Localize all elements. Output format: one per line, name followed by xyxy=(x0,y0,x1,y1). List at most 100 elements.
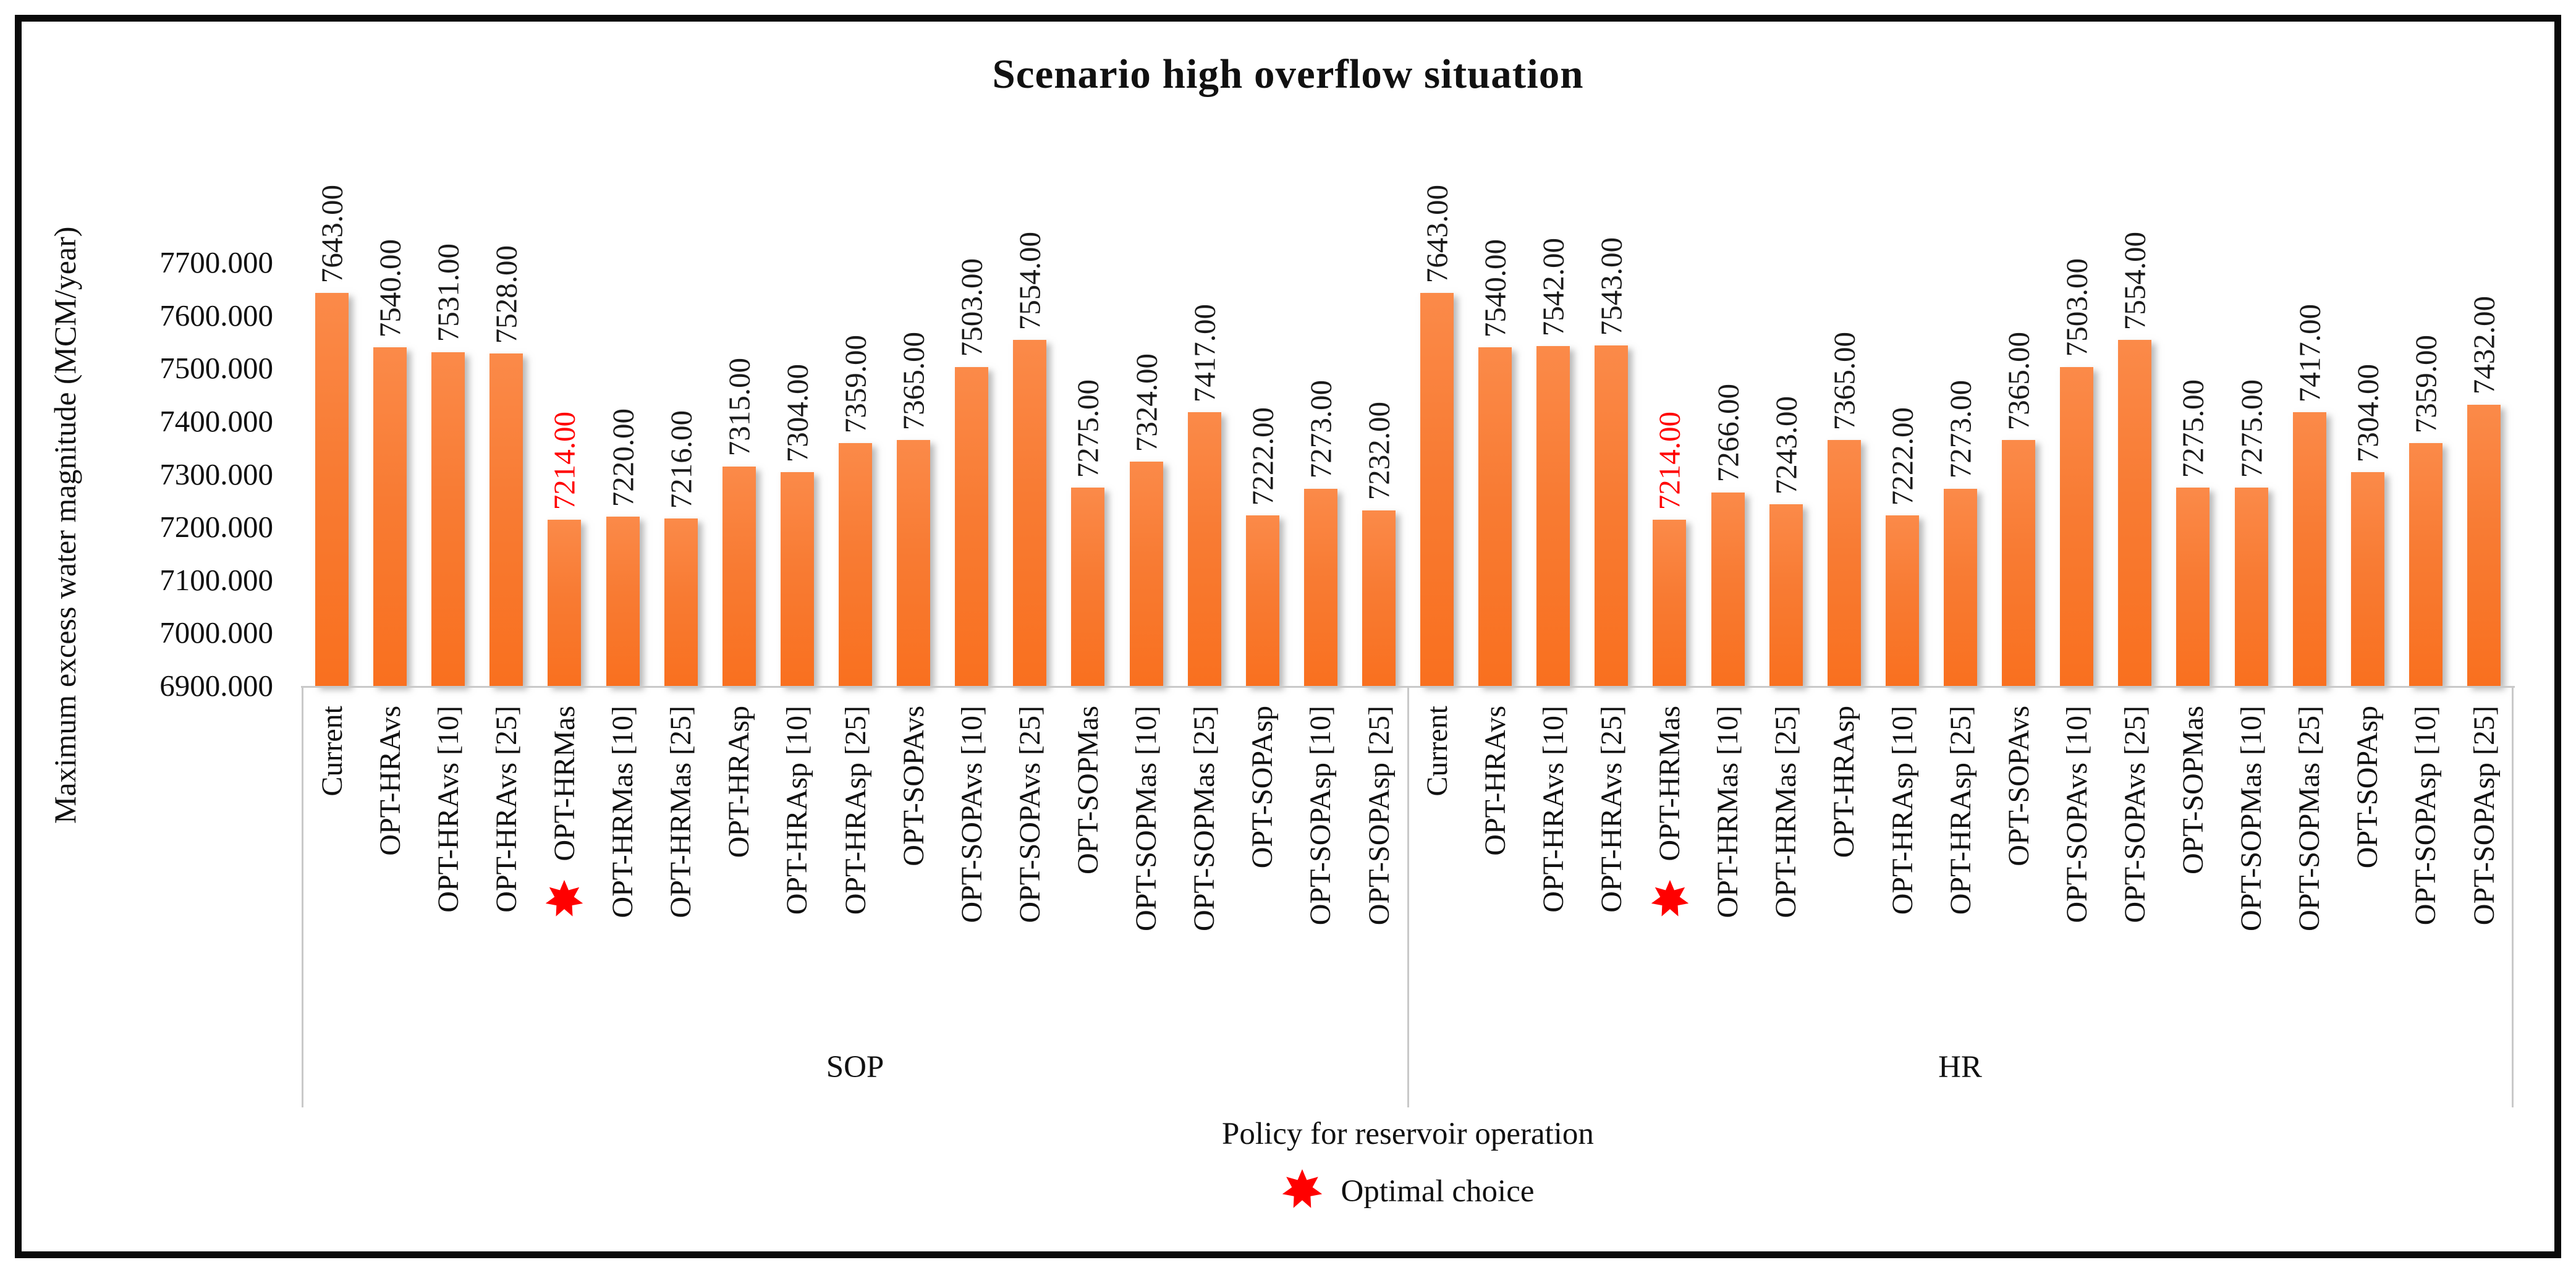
bar-sop-opt-hravs xyxy=(373,347,407,686)
bar-value-label: 7275.00 xyxy=(1070,379,1105,478)
bar-value-label: 7266.00 xyxy=(1711,384,1745,483)
bar-sop-opt-hrmas-25- xyxy=(664,518,698,686)
category-label: OPT-HRAvs [10] xyxy=(1536,706,1570,913)
bar-value-label: 7273.00 xyxy=(1303,380,1338,479)
category-label: OPT-SOPMas xyxy=(2177,706,2210,874)
category-cell: OPT-HRAsp [10] xyxy=(1873,706,1931,1076)
chart-title: Scenario high overflow situation xyxy=(992,51,1584,97)
bar-hr-opt-sopasp xyxy=(2350,472,2384,686)
bar-hr-opt-hravs-10- xyxy=(1536,346,1570,686)
category-label: OPT-SOPAvs [10] xyxy=(955,706,988,923)
category-label: OPT-SOPAsp [25] xyxy=(1362,706,1396,926)
bar-sop-opt-sopavs-25- xyxy=(1013,340,1047,686)
category-cell: OPT-HRMas [10] xyxy=(1699,706,1757,1076)
group-divider-line xyxy=(1407,686,1409,1107)
bar-value-label: 7540.00 xyxy=(1478,239,1512,337)
category-cell: OPT-SOPAsp [10] xyxy=(1292,706,1350,1076)
optimal-star-icon xyxy=(546,879,583,916)
bar-value-label: 7528.00 xyxy=(489,245,523,344)
bar-hr-opt-hrasp xyxy=(1827,439,1861,686)
x-axis-title: Policy for reservoir operation xyxy=(1222,1117,1594,1151)
category-cell: OPT-SOPAvs [25] xyxy=(1001,706,1059,1076)
category-cell: OPT-SOPMas [10] xyxy=(2222,706,2281,1076)
category-cell: OPT-HRMas xyxy=(1641,706,1699,1076)
y-tick-label: 7000.000 xyxy=(159,615,273,650)
category-label: OPT-HRAvs [10] xyxy=(431,706,465,913)
category-label: OPT-HRAsp xyxy=(722,706,756,858)
bar-value-label: 7531.00 xyxy=(431,243,465,342)
bar-sop-opt-sopmas xyxy=(1071,487,1105,686)
bar-value-label: 7214.00 xyxy=(1652,411,1687,510)
bar-sop-opt-hravs-10- xyxy=(431,352,465,686)
category-label: OPT-HRAsp xyxy=(1828,706,1861,858)
category-cell: OPT-SOPAsp xyxy=(1234,706,1292,1076)
category-cell: OPT-SOPMas [25] xyxy=(2281,706,2339,1076)
optimal-star-icon xyxy=(1651,879,1688,916)
category-label: OPT-HRMas [25] xyxy=(1769,706,1803,918)
category-label: OPT-HRAsp [10] xyxy=(781,706,814,915)
category-cell: OPT-HRAsp xyxy=(710,706,768,1076)
category-cell: OPT-HRMas [25] xyxy=(1757,706,1815,1076)
category-cell: OPT-HRAvs [10] xyxy=(1524,706,1582,1076)
bar-sop-opt-hrasp xyxy=(722,466,756,686)
category-cell: OPT-SOPMas [25] xyxy=(1176,706,1234,1076)
bar-sop-opt-sopasp xyxy=(1245,515,1279,686)
bar-hr-opt-sopmas xyxy=(2176,487,2210,686)
bar-value-label: 7220.00 xyxy=(606,408,640,507)
legend-label: Optimal choice xyxy=(1341,1174,1535,1209)
category-cell: OPT-SOPAsp [10] xyxy=(2397,706,2455,1076)
plot-area: 7643.00 7540.00 7531.00 7528.00 7214.00 7220.… xyxy=(303,0,2513,686)
bar-hr-opt-hravs-25- xyxy=(1595,345,1629,686)
category-label: OPT-SOPMas xyxy=(1071,706,1104,874)
category-cell: OPT-HRAsp [10] xyxy=(768,706,826,1076)
category-cell: OPT-HRAvs [10] xyxy=(419,706,477,1076)
y-tick-label: 6900.000 xyxy=(159,669,273,703)
optimal-star-icon xyxy=(1282,1169,1322,1208)
bar-sop-opt-hrmas-10- xyxy=(606,517,640,686)
bar-hr-opt-sopmas-25- xyxy=(2292,412,2326,686)
y-tick-label: 7100.000 xyxy=(159,562,273,597)
category-axis-labels: Current OPT-HRAvs OPT-HRAvs [10] OPT-HRAvs … xyxy=(303,706,2513,1076)
category-cell: OPT-SOPAvs xyxy=(1989,706,2048,1076)
category-cell: OPT-SOPMas [10] xyxy=(1117,706,1176,1076)
bar-value-label: 7359.00 xyxy=(838,334,873,433)
bar-hr-opt-sopavs-25- xyxy=(2118,340,2152,686)
y-tick-label: 7600.000 xyxy=(159,298,273,332)
bar-value-label: 7417.00 xyxy=(1187,304,1222,403)
category-label: OPT-SOPAvs [25] xyxy=(2118,706,2151,923)
bar-value-label: 7232.00 xyxy=(1362,402,1396,501)
bar-hr-opt-sopavs xyxy=(2002,439,2036,686)
bar-value-label: 7359.00 xyxy=(2409,334,2443,433)
bar-sop-opt-sopmas-25- xyxy=(1187,412,1221,686)
category-label: OPT-SOPAvs [25] xyxy=(1013,706,1046,923)
bar-value-label: 7643.00 xyxy=(315,184,349,283)
bar-hr-opt-hrmas xyxy=(1653,520,1687,686)
category-label: OPT-HRAsp [25] xyxy=(1944,706,1977,915)
category-cell: OPT-HRAvs xyxy=(361,706,419,1076)
bar-value-label: 7540.00 xyxy=(373,239,407,337)
category-label: OPT-SOPAvs xyxy=(2002,706,2035,866)
category-label: OPT-SOPMas [25] xyxy=(1188,706,1221,931)
bar-value-label: 7365.00 xyxy=(1827,331,1862,430)
y-tick-label: 7300.000 xyxy=(159,457,273,491)
bar-hr-opt-sopmas-10- xyxy=(2234,487,2268,686)
figure-border xyxy=(15,15,2561,1258)
category-cell: Current xyxy=(303,706,361,1076)
category-label: OPT-SOPAsp xyxy=(2351,706,2384,869)
optimal-choice-marker xyxy=(545,879,583,921)
bar-hr-opt-sopasp-10- xyxy=(2409,443,2443,686)
category-label: OPT-SOPAsp [10] xyxy=(1304,706,1337,926)
bar-hr-opt-hrasp-25- xyxy=(1944,488,1977,686)
label-area-left-border xyxy=(302,686,303,1107)
bar-value-label: 7554.00 xyxy=(1012,231,1047,331)
bar-hr-opt-sopasp-25- xyxy=(2467,404,2501,686)
bar-value-label: 7275.00 xyxy=(2234,379,2269,478)
bar-value-label: 7365.00 xyxy=(896,331,931,430)
category-label: OPT-HRAvs xyxy=(1478,706,1512,856)
bar-sop-opt-sopasp-10- xyxy=(1303,488,1337,686)
category-cell: OPT-HRAsp [25] xyxy=(1931,706,1989,1076)
category-label: OPT-SOPMas [25] xyxy=(2293,706,2326,931)
category-label: OPT-HRAvs [25] xyxy=(489,706,523,913)
category-label: OPT-HRMas [25] xyxy=(664,706,698,918)
